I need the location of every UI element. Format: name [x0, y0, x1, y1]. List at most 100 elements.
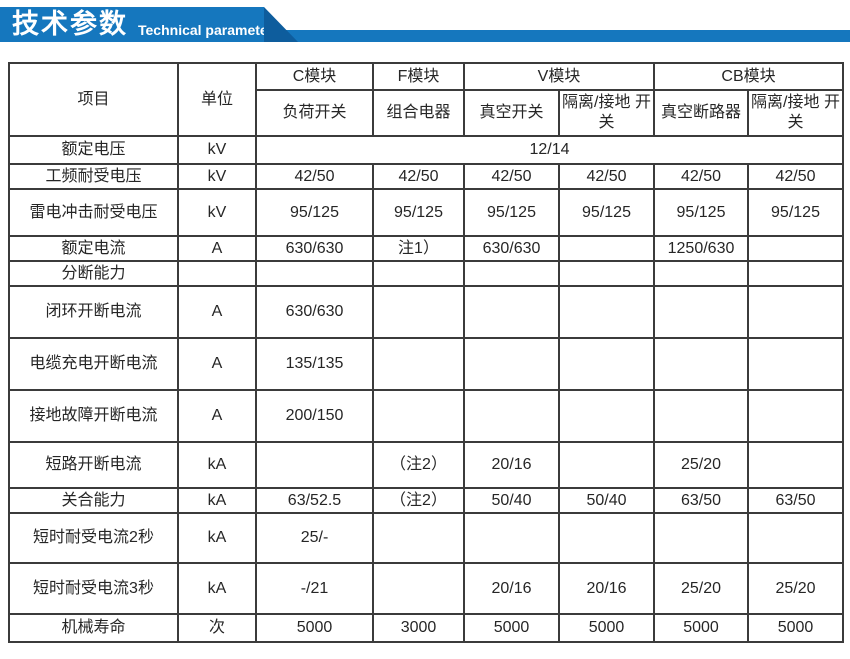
value-cell	[255, 441, 374, 489]
section-banner: 技术参数 Technical parameter	[0, 0, 850, 45]
value-cell: 135/135	[255, 337, 374, 391]
table-row: 雷电冲击耐受电压 kV 95/125 95/125 95/125 95/125 95/125…	[8, 188, 845, 237]
value-cell	[255, 260, 374, 287]
table-row: 额定电流 A 630/630 注1） 630/630 1250/630	[8, 235, 845, 262]
value-cell: 1250/630	[653, 235, 749, 262]
value-cell	[653, 512, 749, 564]
value-cell: （注2）	[372, 441, 465, 489]
banner-slant-decoration	[264, 7, 298, 42]
value-cell: 注1）	[372, 235, 465, 262]
value-cell: 95/125	[255, 188, 374, 237]
unit-label: kV	[177, 135, 257, 165]
value-cell	[372, 512, 465, 564]
value-cell: 63/50	[653, 487, 749, 514]
value-cell: 20/16	[558, 562, 655, 615]
header-row-modules: 项目 单位 C模块 F模块 V模块 CB模块	[8, 62, 845, 137]
section-title-en: Technical parameter	[138, 21, 274, 38]
value-cell: 25/20	[746, 562, 845, 615]
value-cell: 5000	[746, 613, 845, 643]
value-cell: 630/630	[255, 235, 374, 262]
value-cell	[558, 337, 655, 391]
value-cell: 42/50	[653, 163, 749, 190]
item-label: 额定电压	[8, 135, 179, 165]
value-cell	[463, 512, 560, 564]
unit-label: 次	[177, 613, 257, 643]
unit-label	[177, 260, 257, 287]
col-group-f-module: F模块	[372, 62, 465, 91]
value-cell: 42/50	[746, 163, 845, 190]
unit-label: kV	[177, 188, 257, 237]
table-row: 分断能力	[8, 260, 845, 287]
technical-parameter-table: 项目 单位 C模块 F模块 V模块 CB模块 负荷开关 组合电器 真空开关 隔离…	[8, 62, 845, 643]
col-header-item: 项目	[8, 62, 179, 137]
table-row: 电缆充电开断电流 A 135/135	[8, 337, 845, 391]
unit-label: A	[177, 285, 257, 339]
value-cell: 95/125	[653, 188, 749, 237]
table-row: 机械寿命次 5000 3000 5000 5000 5000 5000	[8, 613, 845, 643]
value-cell: -/21	[255, 562, 374, 615]
item-label: 闭环开断电流	[8, 285, 179, 339]
value-cell	[746, 441, 845, 489]
value-cell: 630/630	[255, 285, 374, 339]
value-cell: 95/125	[746, 188, 845, 237]
value-cell: 42/50	[558, 163, 655, 190]
value-cell	[653, 285, 749, 339]
section-title-zh: 技术参数	[12, 9, 128, 39]
unit-label: kA	[177, 441, 257, 489]
value-cell	[372, 337, 465, 391]
value-cell	[746, 235, 845, 262]
table-row: 工频耐受电压 kV 42/50 42/50 42/50 42/50 42/50 42/50	[8, 163, 845, 190]
value-cell	[558, 441, 655, 489]
value-cell	[558, 512, 655, 564]
value-cell: 20/16	[463, 441, 560, 489]
col-header-isolation-earthing-switch-v: 隔离/接地 开关	[558, 89, 655, 137]
item-label: 短时耐受电流3秒	[8, 562, 179, 615]
item-label: 额定电流	[8, 235, 179, 262]
value-cell	[558, 235, 655, 262]
merged-value-cell: 12/14	[254, 135, 845, 165]
col-header-load-switch: 负荷开关	[255, 89, 374, 137]
value-cell: 20/16	[463, 562, 560, 615]
value-cell: 50/40	[558, 487, 655, 514]
banner-title-block: 技术参数 Technical parameter	[0, 7, 273, 42]
table-row: 额定电压 kV 12/14	[8, 135, 845, 165]
col-group-c-module: C模块	[255, 62, 374, 91]
value-cell: 630/630	[463, 235, 560, 262]
value-cell: 95/125	[558, 188, 655, 237]
unit-label: A	[177, 235, 257, 262]
value-cell: 5000	[255, 613, 374, 643]
item-label: 雷电冲击耐受电压	[8, 188, 179, 237]
unit-label: kA	[177, 487, 257, 514]
col-header-vacuum-circuit-breaker: 真空断路器	[653, 89, 749, 137]
value-cell: 42/50	[255, 163, 374, 190]
value-cell	[463, 260, 560, 287]
col-header-vacuum-switch: 真空开关	[463, 89, 560, 137]
item-label: 工频耐受电压	[8, 163, 179, 190]
item-label: 关合能力	[8, 487, 179, 514]
table-row: 短路开断电流 kA （注2） 20/16 25/20	[8, 441, 845, 489]
value-cell: 25/-	[255, 512, 374, 564]
value-cell: 42/50	[372, 163, 465, 190]
table-row: 接地故障开断电流 A 200/150	[8, 389, 845, 443]
value-cell: 42/50	[463, 163, 560, 190]
table-row: 短时耐受电流2秒 kA 25/-	[8, 512, 845, 564]
value-cell: （注2）	[372, 487, 465, 514]
value-cell	[746, 389, 845, 443]
value-cell: 63/50	[746, 487, 845, 514]
value-cell: 5000	[653, 613, 749, 643]
value-cell: 5000	[463, 613, 560, 643]
item-label: 短路开断电流	[8, 441, 179, 489]
value-cell	[463, 337, 560, 391]
value-cell	[372, 285, 465, 339]
table-row: 关合能力 kA 63/52.5 （注2） 50/40 50/40 63/50 63/50	[8, 487, 845, 514]
value-cell	[372, 260, 465, 287]
value-cell	[746, 512, 845, 564]
unit-label: kA	[177, 512, 257, 564]
value-cell	[372, 389, 465, 443]
value-cell	[463, 389, 560, 443]
item-label: 接地故障开断电流	[8, 389, 179, 443]
value-cell	[558, 285, 655, 339]
table-row: 闭环开断电流 A 630/630	[8, 285, 845, 339]
table-row: 短时耐受电流3秒 kA -/21 20/16 20/16 25/20 25/20	[8, 562, 845, 615]
value-cell: 25/20	[653, 562, 749, 615]
